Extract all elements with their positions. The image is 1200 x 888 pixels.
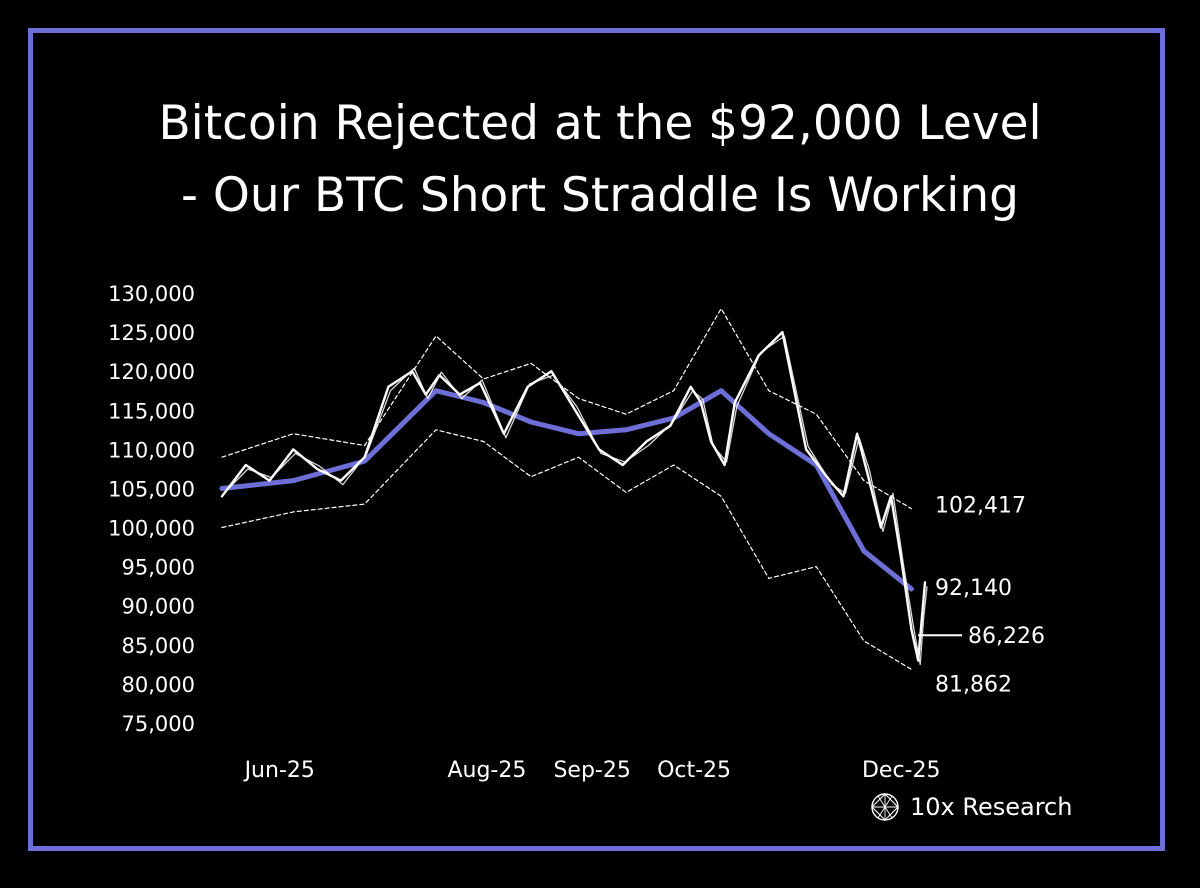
chart-frame xyxy=(28,28,1165,851)
brand-name: 10x Research xyxy=(910,793,1073,821)
x-tick-label: Dec-25 xyxy=(862,758,941,783)
x-tick-label: Oct-25 xyxy=(657,758,731,783)
end-label: 92,140 xyxy=(935,576,1012,601)
y-tick-label: 110,000 xyxy=(108,438,195,462)
brand-logo: 10x Research xyxy=(870,790,1072,824)
chart-title-line-1: Bitcoin Rejected at the $92,000 Level xyxy=(158,96,1042,151)
chart-title-line-2: - Our BTC Short Straddle Is Working xyxy=(181,168,1019,223)
y-tick-label: 130,000 xyxy=(108,282,195,306)
y-tick-label: 100,000 xyxy=(108,517,195,541)
upper-band-line xyxy=(221,308,913,510)
y-tick-label: 115,000 xyxy=(108,399,195,423)
y-tick-label: 120,000 xyxy=(108,360,195,384)
y-tick-label: 75,000 xyxy=(122,712,195,736)
x-tick-label: Jun-25 xyxy=(243,758,315,783)
y-tick-label: 125,000 xyxy=(108,321,195,345)
x-tick-label: Sep-25 xyxy=(553,758,630,783)
end-label: 81,862 xyxy=(935,672,1012,697)
y-tick-label: 85,000 xyxy=(122,634,195,658)
y-tick-label: 80,000 xyxy=(122,673,195,697)
globe-lattice-icon xyxy=(871,793,899,821)
price-line xyxy=(220,330,927,662)
price-trace-line xyxy=(223,335,928,666)
y-tick-label: 95,000 xyxy=(122,556,195,580)
end-label: 102,417 xyxy=(935,494,1026,519)
end-label: 86,226 xyxy=(968,624,1045,649)
y-tick-label: 90,000 xyxy=(122,595,195,619)
moving-average-line xyxy=(219,388,914,592)
x-tick-label: Aug-25 xyxy=(447,758,526,783)
lower-band-line xyxy=(221,429,913,671)
y-tick-label: 105,000 xyxy=(108,477,195,501)
